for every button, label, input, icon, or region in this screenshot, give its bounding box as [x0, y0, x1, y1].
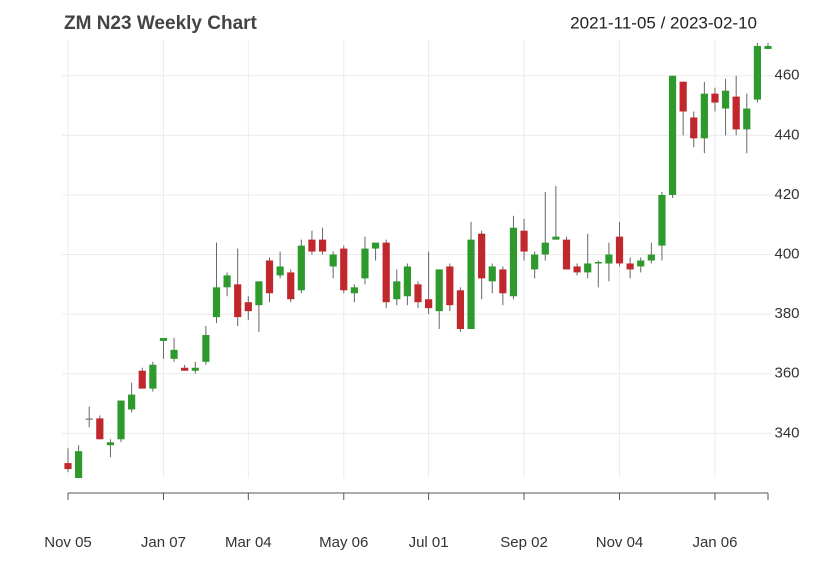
- x-tick-label: Nov 04: [596, 534, 644, 551]
- y-tick-label: 400: [774, 245, 799, 262]
- x-tick-label: Jul 01: [409, 534, 449, 551]
- candle-body: [149, 364, 157, 389]
- y-tick-label: 420: [774, 186, 799, 203]
- y-tick-label: 380: [774, 305, 799, 322]
- x-tick-label: May 06: [319, 534, 368, 551]
- candle-body: [647, 254, 655, 261]
- candle-body: [361, 248, 369, 279]
- candle-body: [637, 260, 645, 267]
- candle-body: [668, 75, 677, 195]
- candle-body: [202, 334, 210, 362]
- candle-body: [509, 227, 518, 297]
- candle-body: [212, 287, 221, 318]
- candle-body: [403, 266, 411, 297]
- x-tick-label: Jan 06: [692, 534, 737, 551]
- candle-body: [658, 194, 666, 246]
- candle-body: [265, 260, 274, 294]
- candle-body: [181, 367, 189, 371]
- x-tick-label: Jan 07: [141, 534, 186, 551]
- candle-body: [626, 263, 634, 270]
- candle-body: [318, 239, 327, 252]
- date-range: 2021-11-05 / 2023-02-10: [570, 13, 757, 32]
- candle-body: [96, 418, 104, 440]
- candle-body: [743, 108, 751, 130]
- candle-body: [552, 236, 560, 240]
- candle-body: [64, 463, 72, 470]
- candle-body: [615, 236, 624, 264]
- candle-body: [191, 367, 199, 371]
- candle-body: [138, 370, 146, 389]
- candle-body: [764, 45, 772, 49]
- candle-body: [128, 394, 136, 410]
- candle-body: [414, 284, 422, 303]
- candle-body: [753, 45, 761, 100]
- y-tick-label: 440: [774, 126, 799, 143]
- candle-body: [350, 287, 358, 294]
- candle-body: [541, 242, 549, 255]
- candle-body: [244, 302, 252, 312]
- candle-body: [573, 266, 581, 273]
- candle-body: [425, 299, 433, 309]
- candle-body: [75, 451, 83, 478]
- candle-body: [520, 230, 528, 252]
- candle-body: [584, 263, 592, 273]
- candle-body: [721, 90, 730, 109]
- candle-body: [700, 93, 708, 139]
- candle-body: [170, 349, 178, 359]
- candle-body: [85, 418, 93, 420]
- candle-body: [478, 233, 486, 279]
- candle-body: [234, 284, 242, 318]
- x-tick-label: Mar 04: [225, 534, 272, 551]
- y-tick-label: 340: [774, 424, 799, 441]
- candle-body: [276, 266, 284, 276]
- candle-body: [456, 290, 465, 330]
- candle-body: [297, 245, 305, 291]
- candle-body: [435, 269, 443, 312]
- candle-body: [382, 242, 390, 303]
- candle-body: [255, 281, 263, 306]
- candle-body: [223, 275, 231, 288]
- candle-body: [531, 254, 539, 270]
- candle-body: [106, 442, 115, 446]
- candle-body: [605, 254, 613, 264]
- candle-body: [446, 266, 454, 306]
- candle-body: [562, 239, 571, 270]
- candle-body: [393, 281, 401, 300]
- candle-body: [117, 400, 125, 440]
- candle-body: [690, 117, 698, 139]
- chart-title: ZM N23 Weekly Chart: [64, 13, 258, 34]
- candle-body: [159, 337, 168, 341]
- candle-body: [488, 266, 496, 282]
- candle-body: [329, 254, 337, 267]
- candle-body: [499, 269, 507, 294]
- candle-body: [340, 248, 348, 291]
- candle-body: [679, 81, 687, 112]
- candle-body: [467, 239, 475, 330]
- x-tick-label: Nov 05: [44, 534, 92, 551]
- candle-body: [371, 242, 380, 249]
- candle-body: [594, 261, 602, 264]
- candle-body: [308, 239, 316, 252]
- candle-body: [287, 272, 295, 300]
- candle-body: [711, 93, 719, 103]
- y-tick-label: 460: [774, 67, 799, 84]
- x-tick-label: Sep 02: [500, 534, 548, 551]
- candle-body: [732, 96, 740, 130]
- y-tick-label: 360: [774, 365, 799, 382]
